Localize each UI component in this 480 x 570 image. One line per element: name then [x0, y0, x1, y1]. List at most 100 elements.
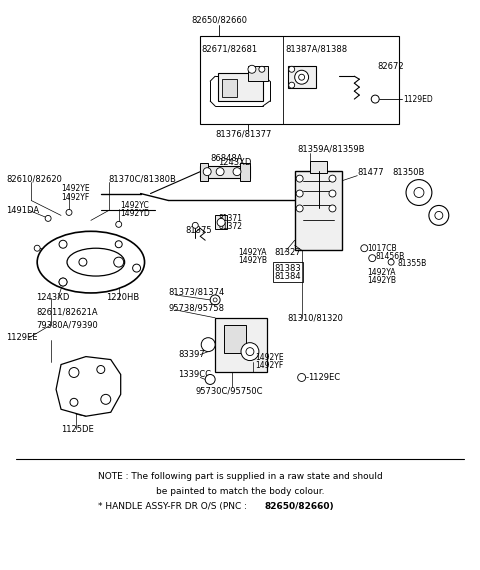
Bar: [200, 36, 399, 124]
Text: 81387A/81388: 81387A/81388: [286, 45, 348, 54]
Polygon shape: [56, 357, 120, 416]
Circle shape: [296, 205, 303, 212]
Circle shape: [45, 215, 51, 221]
Text: 1243XD: 1243XD: [36, 294, 70, 303]
Circle shape: [241, 343, 259, 361]
Text: 1220HB: 1220HB: [106, 294, 139, 303]
Circle shape: [233, 168, 241, 176]
Text: 81383: 81383: [275, 263, 301, 272]
Text: 82650/82660): 82650/82660): [265, 502, 335, 511]
Circle shape: [115, 241, 122, 248]
Text: 81384: 81384: [275, 271, 301, 280]
Text: 1492YB: 1492YB: [238, 255, 267, 264]
Text: 81350B: 81350B: [392, 168, 424, 177]
Circle shape: [210, 295, 220, 305]
Text: 83397: 83397: [179, 350, 205, 359]
Ellipse shape: [67, 248, 125, 276]
Text: 95738/95758: 95738/95758: [168, 303, 225, 312]
Circle shape: [259, 66, 265, 72]
Text: 81359A/81359B: 81359A/81359B: [298, 144, 365, 153]
Bar: [248, 66, 268, 81]
Circle shape: [329, 175, 336, 182]
Bar: [215, 318, 267, 372]
Circle shape: [79, 258, 87, 266]
Text: 81355B: 81355B: [397, 259, 426, 268]
Text: 1492YF: 1492YF: [61, 193, 89, 202]
Text: 81310/81320: 81310/81320: [288, 314, 344, 322]
Circle shape: [414, 188, 424, 198]
Text: 81456B: 81456B: [375, 252, 405, 260]
Circle shape: [296, 175, 303, 182]
Circle shape: [59, 278, 67, 286]
Text: 1491DA: 1491DA: [6, 206, 39, 215]
Bar: [200, 166, 250, 178]
Text: 82611/82621A: 82611/82621A: [36, 307, 98, 316]
Circle shape: [101, 394, 111, 404]
Circle shape: [114, 257, 124, 267]
Text: * HANDLE ASSY-FR DR O/S (PNC :: * HANDLE ASSY-FR DR O/S (PNC :: [98, 502, 250, 511]
Bar: [240, 162, 250, 181]
Circle shape: [296, 190, 303, 197]
Circle shape: [203, 168, 211, 176]
Circle shape: [406, 180, 432, 205]
Text: 1129EC: 1129EC: [308, 373, 340, 382]
Text: 1125DE: 1125DE: [61, 425, 94, 434]
Circle shape: [329, 190, 336, 197]
Text: 1492YF: 1492YF: [255, 361, 283, 370]
Bar: [222, 79, 237, 97]
Circle shape: [388, 259, 394, 265]
Circle shape: [192, 222, 198, 229]
Circle shape: [59, 241, 67, 248]
Text: 1243XD: 1243XD: [218, 158, 252, 167]
Circle shape: [246, 348, 254, 356]
Circle shape: [369, 255, 376, 262]
Bar: [295, 170, 342, 250]
Text: 1492YE: 1492YE: [255, 353, 284, 362]
Circle shape: [435, 211, 443, 219]
Circle shape: [213, 298, 217, 302]
Circle shape: [69, 368, 79, 377]
Text: 1492YE: 1492YE: [61, 184, 90, 193]
Circle shape: [217, 218, 225, 226]
Circle shape: [288, 66, 295, 72]
Circle shape: [59, 278, 67, 286]
Text: 1017CB: 1017CB: [367, 244, 397, 253]
Bar: [310, 161, 327, 173]
Text: 1492YD: 1492YD: [120, 209, 150, 218]
Text: 82610/82620: 82610/82620: [6, 174, 62, 183]
Text: 1129EE: 1129EE: [6, 333, 38, 342]
Circle shape: [298, 373, 306, 381]
Circle shape: [97, 365, 105, 373]
Text: 81327: 81327: [275, 248, 301, 256]
Circle shape: [70, 398, 78, 406]
Text: 81375: 81375: [185, 226, 212, 235]
Circle shape: [66, 209, 72, 215]
Text: 1492YC: 1492YC: [120, 201, 149, 210]
Text: 81477: 81477: [357, 168, 384, 177]
Circle shape: [329, 205, 336, 212]
Text: 1339CC: 1339CC: [179, 370, 211, 379]
Text: 1492YA: 1492YA: [238, 248, 266, 256]
Circle shape: [361, 245, 368, 252]
Text: 82671/82681: 82671/82681: [201, 45, 257, 54]
Text: 82672: 82672: [377, 62, 404, 71]
Text: 81373/81374: 81373/81374: [168, 287, 225, 296]
Circle shape: [288, 82, 295, 88]
Text: be painted to match the body colour.: be painted to match the body colour.: [156, 487, 324, 496]
Circle shape: [299, 74, 305, 80]
Text: 81372: 81372: [218, 222, 242, 231]
Text: 1492YB: 1492YB: [367, 275, 396, 284]
Text: 81376/81377: 81376/81377: [215, 129, 272, 139]
Text: NOTE : The following part is supplied in a raw state and should: NOTE : The following part is supplied in…: [97, 473, 383, 482]
Text: 86848A: 86848A: [210, 154, 243, 163]
Circle shape: [116, 221, 122, 227]
Text: 79380A/79390: 79380A/79390: [36, 320, 98, 329]
Circle shape: [248, 66, 256, 73]
Circle shape: [216, 168, 224, 176]
Circle shape: [34, 245, 40, 251]
Bar: [215, 215, 227, 229]
Circle shape: [295, 70, 309, 84]
Text: 82650/82660: 82650/82660: [191, 15, 247, 24]
Ellipse shape: [37, 231, 144, 293]
Text: 1492YA: 1492YA: [367, 267, 396, 276]
